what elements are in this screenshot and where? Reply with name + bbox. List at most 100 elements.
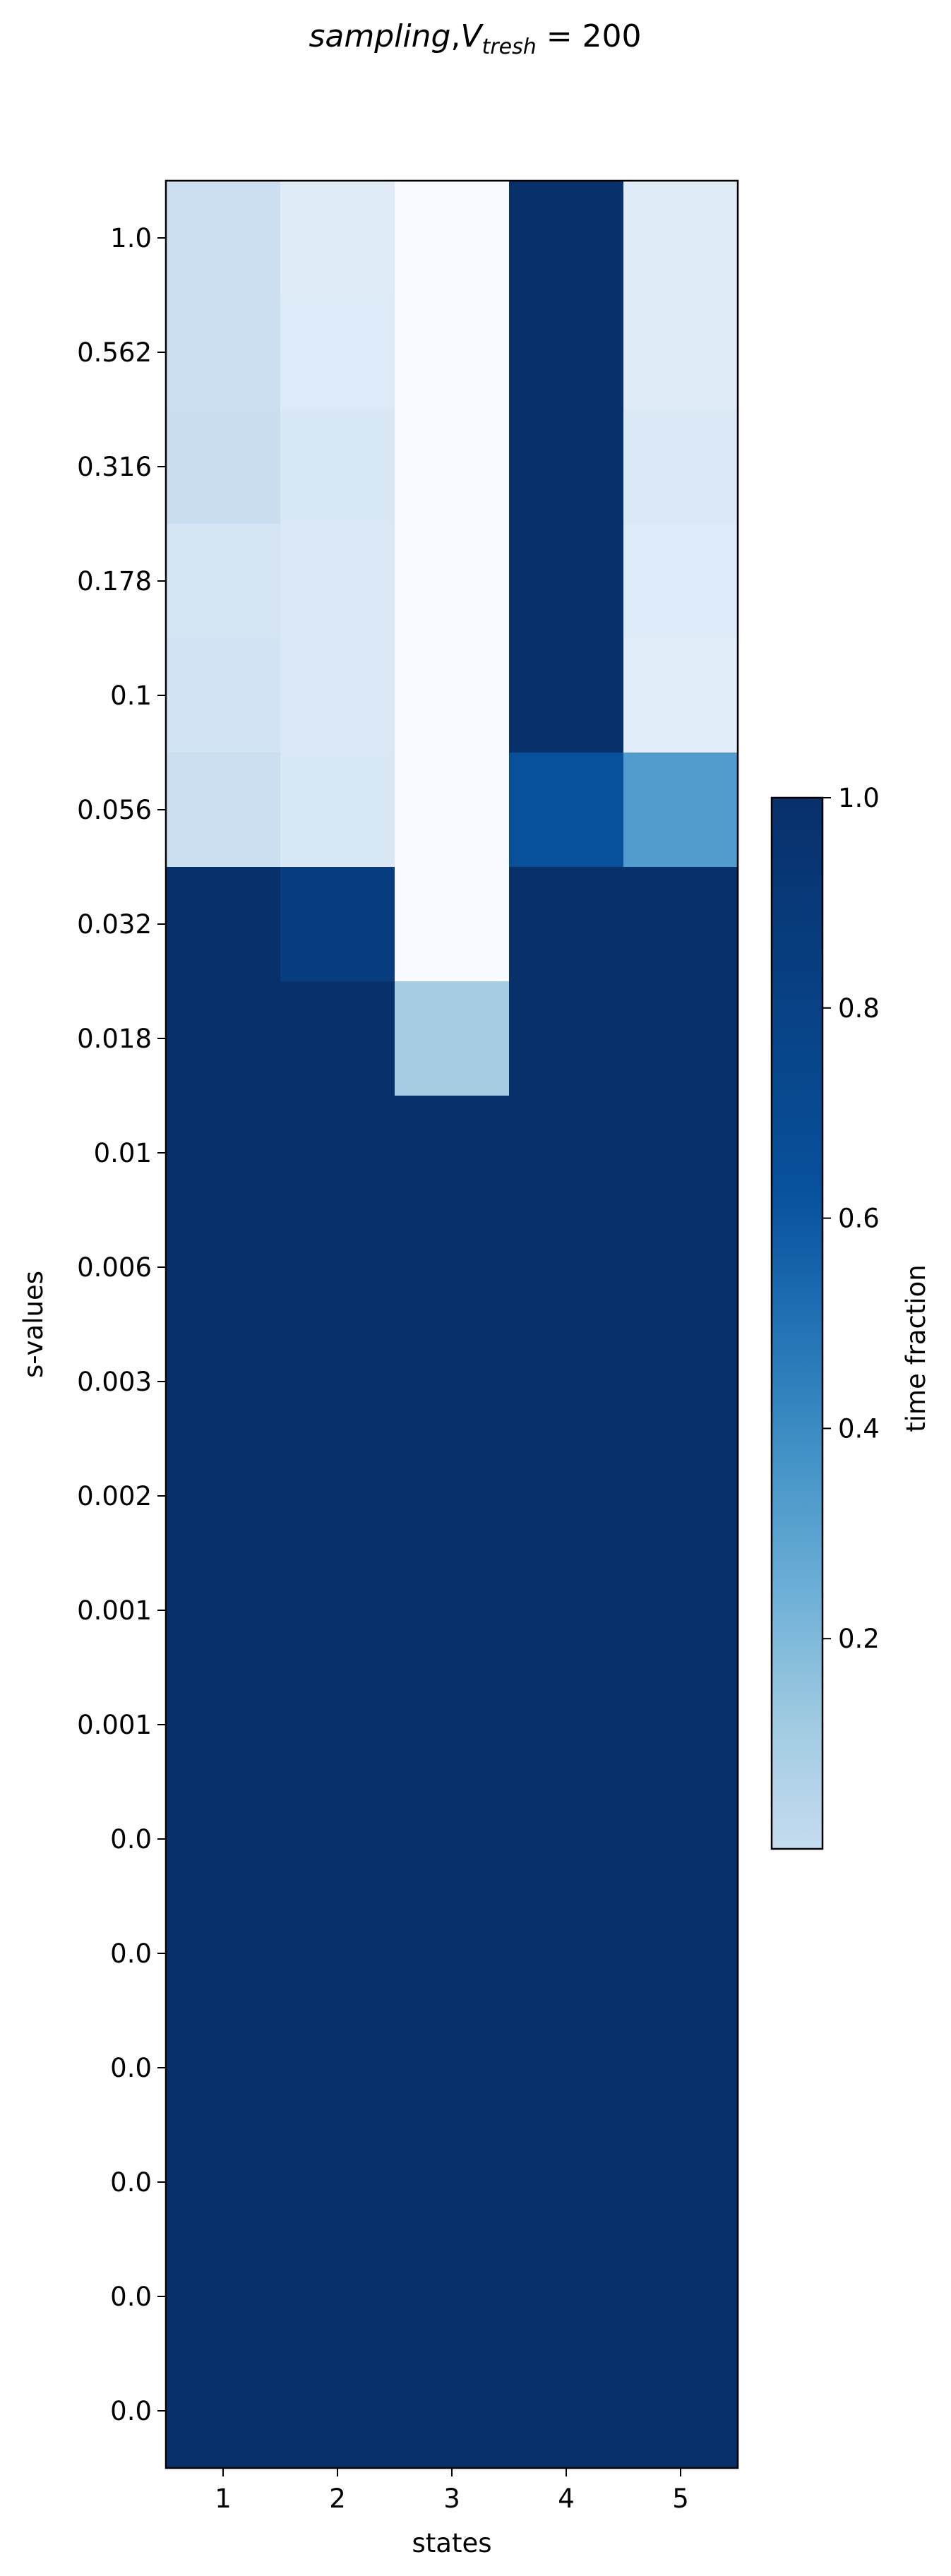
y-tick-label: 0.0 [110,1939,152,1969]
x-axis-ticks: 1 2 3 4 5 [215,2468,689,2514]
heatmap-cell [395,867,510,982]
colorbar-ticks: 0.2 0.4 0.6 0.8 1.0 [823,783,880,1654]
heatmap-cell [395,1324,510,1439]
heatmap-cell [280,409,395,525]
x-tick-label: 3 [443,2484,460,2514]
heatmap-cell [395,1439,510,1554]
heatmap-cell [395,2011,510,2126]
heatmap-cell [280,753,395,868]
title-comma: , [450,18,460,54]
heatmap-cell [166,981,281,1096]
y-tick-label: 0.006 [77,1252,152,1283]
title-subscript: tresh [482,35,537,59]
heatmap-cell [509,1210,624,1325]
y-tick-label: 0.0 [110,1824,152,1855]
heatmap-cell [623,1096,738,1211]
heatmap-cell [280,981,395,1096]
heatmap-cell [395,1096,510,1211]
heatmap-cell [166,409,281,525]
y-tick-label: 0.562 [77,337,152,368]
heatmap-cell [509,2011,624,2126]
heatmap-cell [623,638,738,753]
heatmap-cell [623,2354,738,2469]
heatmap-cell [623,867,738,982]
y-tick-label: 0.018 [77,1024,152,1054]
heatmap-cell [395,2239,510,2354]
heatmap-cell [166,638,281,753]
y-tick-label: 0.001 [77,1710,152,1740]
heatmap-cell [280,2011,395,2126]
heatmap-cell [166,1667,281,1783]
colorbar-tick-label: 0.8 [838,993,880,1024]
y-tick-label: 1.0 [110,223,152,253]
heatmap-cell [166,2011,281,2126]
heatmap-cell [166,1210,281,1325]
heatmap-cell [509,867,624,982]
heatmap-cell [280,2354,395,2469]
heatmap-cell [623,2125,738,2240]
heatmap-cell [166,1096,281,1211]
heatmap-cell [395,524,510,639]
heatmap-cell [280,1324,395,1439]
heatmap-cell [623,753,738,868]
heatmap-cell [509,1439,624,1554]
y-tick-label: 0.0 [110,2167,152,2198]
colorbar-gradient [770,796,824,1850]
heatmap-cell [623,1324,738,1439]
heatmap-cell [166,1553,281,1668]
colorbar-tick-label: 0.6 [838,1204,880,1234]
heatmap-cell [395,2354,510,2469]
heatmap-cell [509,1896,624,2011]
heatmap-cell [509,1324,624,1439]
heatmap-cell [166,1439,281,1554]
heatmap-cell [395,981,510,1096]
y-tick-label: 0.056 [77,795,152,825]
heatmap-cell [623,1439,738,1554]
y-tick-label: 0.316 [77,452,152,482]
heatmap-cell [280,295,395,410]
x-axis-label: states [412,2528,491,2558]
heatmap-cell [395,1782,510,1897]
y-tick-label: 0.01 [94,1138,152,1168]
x-tick-label: 1 [215,2484,232,2514]
y-tick-label: 0.0 [110,2396,152,2426]
colorbar-tick-label: 0.4 [838,1413,880,1444]
heatmap-cell [623,524,738,639]
heatmap-cell [395,1667,510,1783]
heatmap-cell [280,1782,395,1897]
title-v: V [460,18,484,54]
colorbar-tick-label: 0.2 [838,1624,880,1654]
heatmap-cell [166,295,281,410]
heatmap-cell [166,2125,281,2240]
x-tick-label: 5 [672,2484,689,2514]
heatmap-cell [395,181,510,296]
y-tick-label: 0.0 [110,2053,152,2083]
heatmap-cell [623,181,738,296]
colorbar-label: time fraction [901,1264,931,1432]
heatmap-cell [280,867,395,982]
heatmap-cell [509,1553,624,1668]
heatmap-cell [623,981,738,1096]
heatmap-cell [623,1896,738,2011]
x-tick-label: 2 [329,2484,346,2514]
heatmap-cell [509,181,624,296]
heatmap-cell [166,2354,281,2469]
heatmap-cell [509,1782,624,1897]
y-tick-label: 0.003 [77,1367,152,1397]
heatmap-cell [509,1667,624,1783]
heatmap-cell [509,295,624,410]
heatmap-cell [280,2125,395,2240]
heatmap-cell [509,638,624,753]
heatmap-cell [166,1324,281,1439]
heatmap-cell [623,409,738,525]
heatmap-cell [280,2239,395,2354]
heatmap-cell [280,1667,395,1783]
heatmap-cell [623,1210,738,1325]
heatmap-cell [280,181,395,296]
chart-title: sampling,Vtresh = 200 [309,18,641,59]
y-tick-label: 0.001 [77,1595,152,1626]
y-axis-label: s-values [18,1271,49,1378]
y-tick-label: 0.032 [77,909,152,940]
y-tick-label: 0.002 [77,1481,152,1511]
